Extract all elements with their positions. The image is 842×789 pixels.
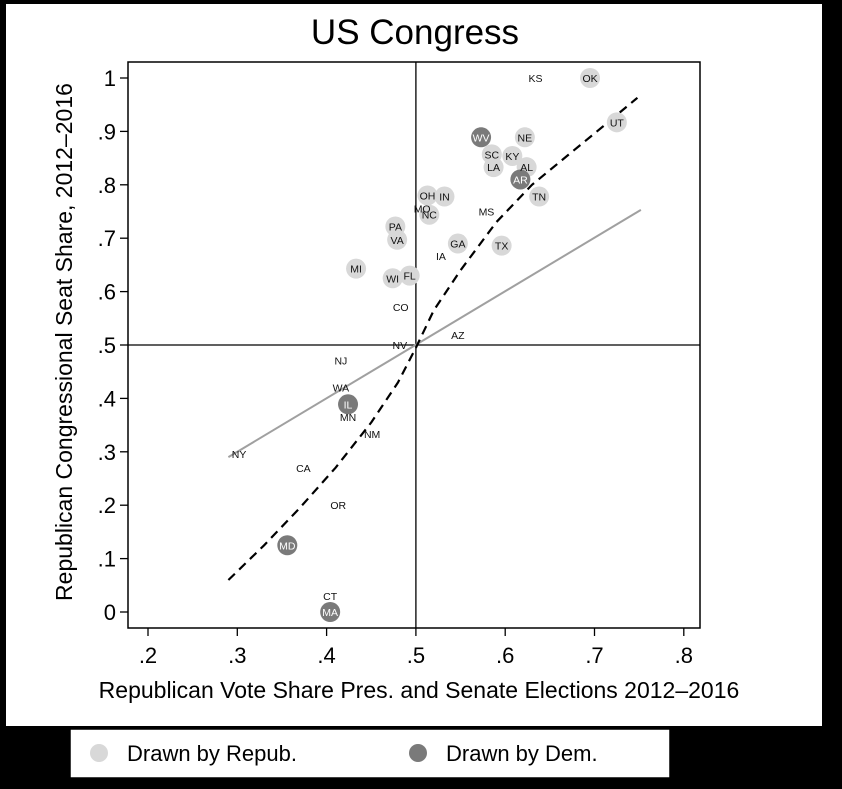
point-label: MS [479,207,495,219]
point-marker [529,186,550,207]
point-label: MA [322,607,338,619]
point-label: WA [333,383,350,395]
point-marker [346,258,367,279]
dashed-fit-line [227,96,639,581]
point-marker [419,204,440,225]
point-label: CO [393,302,409,314]
legend: Drawn by Repub. Drawn by Dem. [69,728,671,779]
point-marker [447,233,468,254]
y-axis-label: Republican Congressional Seat Share, 201… [51,83,77,601]
point-marker [382,268,403,289]
point-marker [580,68,601,88]
legend-marker [90,744,108,762]
point-label: FL [404,271,416,283]
point-label: IN [439,192,450,204]
point-label: NV [393,340,408,352]
y-tick-label: 0 [104,600,116,625]
y-tick-label: .3 [98,440,116,465]
point-label: NE [518,132,533,144]
linear-fit-line [227,209,642,458]
point-label: AZ [451,330,465,342]
y-tick-label: .7 [98,226,116,251]
point-label: WI [386,273,399,285]
y-tick-label: .2 [98,493,116,518]
point-label: TN [532,192,546,204]
point-label: MI [350,264,362,276]
point-marker [471,127,492,148]
y-tick-label: .8 [98,173,116,198]
point-marker [510,169,531,190]
legend-marker [409,744,427,762]
point-label: AL [520,162,533,174]
point-label: NY [232,449,247,461]
point-label: AR [513,174,528,186]
legend-box [69,728,671,779]
point-label: KS [529,73,543,85]
point-label: PA [389,221,402,233]
chart-title: US Congress [311,13,519,52]
x-tick-label: .2 [139,643,157,668]
point-label: MN [340,412,356,424]
point-label: TX [495,241,508,253]
point-marker [502,145,523,166]
point-label: NJ [334,355,347,367]
x-tick-label: .5 [407,643,425,668]
legend-label: Drawn by Repub. [127,741,297,766]
y-tick-label: .1 [98,547,116,572]
point-label: WV [473,132,490,144]
plot-area: .2 .3 .4 .5 .6 .7 .8 0 .1 .2 .3 .4 .5 .6 .7 .8 .9 1 KS OK UT… [98,61,701,668]
point-marker [338,394,359,415]
chart-background [6,4,822,726]
y-tick-label: 1 [104,66,116,91]
point-label: UT [610,117,625,129]
x-tick-label: .4 [317,643,335,668]
y-tick-label: .6 [98,280,116,305]
point-label: IA [436,251,446,263]
point-label: LA [487,162,500,174]
point-marker [434,186,455,207]
y-tick-label: .5 [98,333,116,358]
point-label: GA [450,239,465,251]
point-label: SC [485,149,500,161]
point-label: NM [364,429,380,441]
point-marker [514,127,535,148]
point-label: VA [391,235,404,247]
y-tick-label: .9 [98,119,116,144]
point-label: KY [505,151,519,163]
point-marker [417,185,438,206]
point-label: OR [330,500,346,512]
point-marker [277,535,298,556]
point-marker [399,265,420,286]
point-marker [491,235,512,256]
x-tick-label: .7 [585,643,603,668]
x-tick-label: .8 [675,643,693,668]
point-label: OH [420,190,436,202]
point-label: CT [323,591,338,603]
point-label: NC [422,210,438,222]
point-label: OK [582,73,597,85]
legend-label: Drawn by Dem. [446,741,598,766]
y-tick-label: .4 [98,386,116,411]
x-tick-label: .6 [496,643,514,668]
x-tick-label: .3 [228,643,246,668]
point-label: IL [344,399,353,411]
point-marker [606,112,627,133]
x-axis-label: Republican Vote Share Pres. and Senate E… [99,677,740,703]
point-marker [387,229,408,250]
point-marker [483,157,504,178]
point-label: MO [414,203,431,215]
point-marker [320,602,341,622]
point-label: CA [296,463,311,475]
point-label: MD [279,540,296,552]
